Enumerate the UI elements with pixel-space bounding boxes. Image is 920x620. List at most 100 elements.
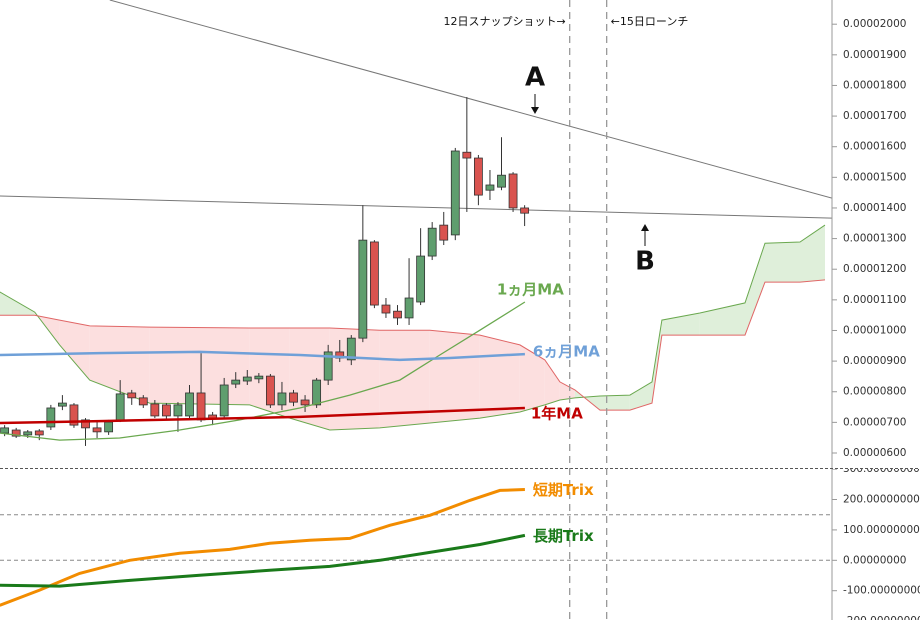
candle-body: [416, 255, 426, 303]
cloud-fill: [559, 381, 575, 400]
candle-body: [450, 150, 460, 236]
y-tick-label: 0.00001000: [843, 324, 906, 336]
candle-body: [104, 421, 114, 433]
candle-body: [161, 404, 171, 417]
axis-group: 300.00000000 200.00000000 100.00000000 0.00…: [832, 463, 920, 620]
candle-body: [150, 403, 160, 417]
y-tick-label: 0.00001900: [843, 49, 906, 61]
y-tick-label: 200.00000000: [843, 494, 920, 506]
series-label: 短期Trix: [533, 481, 594, 499]
trix-panel: [0, 488, 832, 607]
series-label: 1ヵ月MA: [497, 280, 564, 298]
event-label: ←15日ローンチ: [611, 15, 689, 28]
candle-body: [473, 157, 483, 196]
candle-body: [115, 393, 125, 421]
y-tick-label: 0.00001700: [843, 110, 906, 122]
candle-body: [69, 404, 79, 426]
cloud-fill: [519, 344, 545, 412]
candle-body: [81, 419, 90, 429]
ma-line: [0, 406, 525, 425]
event-label: 12日スナップショット→: [443, 15, 565, 28]
candle-body: [485, 184, 495, 191]
candle-body: [462, 151, 472, 159]
candle-body: [358, 239, 368, 339]
cloud-fill: [629, 381, 652, 411]
y-tick-label: -100.00000000: [843, 585, 920, 597]
cloud-fill: [652, 320, 662, 404]
y-tick-label: 0.00000000: [843, 554, 906, 566]
cloud-span: [0, 279, 826, 411]
y-tick-label: 0.00001200: [843, 263, 906, 275]
cloud-fill: [89, 325, 150, 404]
trix-line: [0, 488, 525, 607]
y-tick-label: 0.00002000: [843, 18, 906, 30]
annotation: A: [525, 63, 545, 93]
candle-body: [11, 429, 21, 437]
candle-body: [34, 430, 44, 436]
candle-body: [46, 407, 56, 428]
cloud-fill: [544, 359, 560, 405]
candle-body: [346, 337, 356, 361]
candle-body: [127, 392, 137, 399]
candle-body: [381, 304, 391, 314]
candle-body: [277, 392, 287, 406]
candle-body: [404, 297, 414, 319]
candle-body: [231, 379, 241, 385]
cloud-fill: [379, 330, 430, 428]
cloud-fill: [479, 335, 520, 419]
y-tick-label: 0.00000900: [843, 355, 906, 367]
price-panel: [0, 0, 832, 446]
y-tick-label: 0.00001600: [843, 141, 906, 153]
y-tick-label: 0.00000600: [843, 447, 906, 459]
candle-body: [242, 376, 252, 382]
candle-body: [92, 427, 102, 433]
candle-body: [520, 207, 530, 214]
cloud-fill: [745, 243, 765, 336]
candle-body: [138, 397, 148, 406]
trix-line: [0, 533, 526, 588]
series-label: 長期Trix: [533, 527, 594, 545]
y-tick-label: -200.00000000: [843, 615, 920, 620]
trend-line: [109, 0, 832, 199]
candle-body: [508, 173, 518, 209]
arrow-head: [531, 107, 539, 114]
candle-body: [265, 375, 275, 406]
trend-line: [0, 195, 832, 219]
arrow-head: [641, 224, 649, 231]
series-label: 6ヵ月MA: [533, 343, 600, 361]
candle-body: [173, 404, 183, 417]
candle-body: [300, 399, 310, 406]
candle-body: [196, 392, 206, 421]
candle-body: [369, 241, 379, 306]
y-tick-label: 0.00001100: [843, 294, 906, 306]
cloud-fill: [765, 242, 800, 283]
cloud-fill: [59, 320, 90, 381]
y-tick-label: 0.00001800: [843, 79, 906, 91]
candle-body: [427, 227, 437, 257]
candle-body: [497, 174, 506, 188]
series-label: 1年MA: [531, 404, 583, 422]
annotation: B: [635, 247, 655, 277]
axes: 0.00002000 0.00001900 0.00001800 0.00001700…: [832, 18, 920, 620]
candle-body: [323, 351, 333, 381]
candle-body: [439, 224, 449, 241]
y-tick-label: 0.00000700: [843, 416, 906, 428]
candle-body: [393, 310, 402, 319]
candle-body: [254, 375, 264, 380]
candle-body: [23, 431, 33, 436]
y-tick-label: 0.00001500: [843, 171, 906, 183]
candle-body: [58, 402, 67, 407]
y-tick-label: 0.00001400: [843, 202, 906, 214]
y-tick-label: 300.00000000: [843, 463, 920, 475]
candle-body: [185, 392, 194, 417]
ma-line: [0, 350, 525, 362]
candle-body: [289, 392, 298, 403]
candle-body: [219, 384, 229, 417]
cloud-fill: [600, 395, 630, 411]
cloud-fill: [800, 225, 825, 283]
candle-body: [0, 427, 10, 434]
ma-line: [0, 301, 526, 441]
y-tick-label: 0.00001300: [843, 233, 906, 245]
